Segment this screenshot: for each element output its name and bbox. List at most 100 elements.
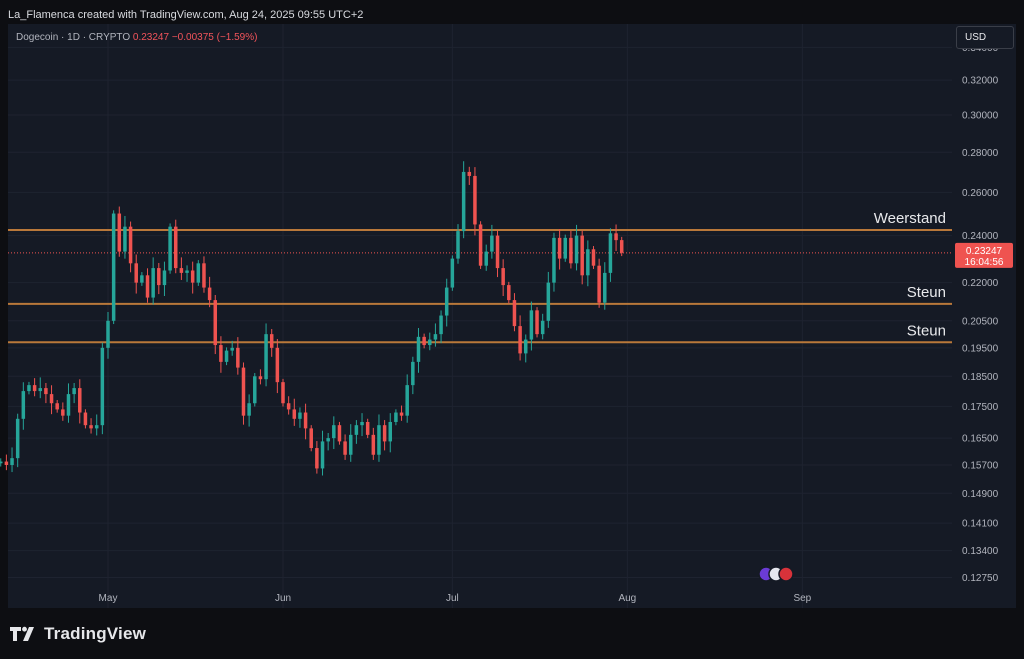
price-tick-label: 0.19500 (962, 343, 999, 354)
candle-body (162, 270, 167, 286)
currency-button[interactable]: USD (956, 26, 1014, 49)
candle-body (168, 226, 172, 271)
grid-lines (8, 24, 952, 608)
candle-body (557, 237, 562, 259)
candle-body (15, 418, 20, 459)
candle-body (433, 334, 438, 340)
time-tick-label: May (99, 593, 118, 604)
candle-body (66, 394, 71, 416)
candle-body (501, 268, 505, 286)
candle-body (111, 213, 116, 321)
time-tick-label: Jul (446, 593, 459, 604)
candle-body (303, 412, 308, 429)
candle-body (236, 347, 240, 368)
candle-body (224, 350, 229, 362)
candle-body (83, 412, 88, 426)
candle-body (360, 421, 364, 426)
time-tick-label: Aug (618, 593, 636, 604)
price-tick-label: 0.16500 (962, 434, 999, 445)
candle-body (411, 361, 415, 386)
candle-body (382, 425, 387, 442)
candle-body (247, 403, 251, 416)
chart-attribution: La_Flamenca created with TradingView.com… (8, 9, 364, 21)
candle-body (128, 226, 133, 264)
candle-body (371, 434, 376, 455)
candle-body (619, 240, 624, 253)
candle-body (394, 412, 398, 422)
candle-body (428, 339, 432, 346)
event-markers-icon[interactable] (758, 566, 794, 582)
last-price-tag-countdown: 16:04:56 (965, 257, 1004, 268)
candle-body (540, 320, 545, 335)
candle-body (337, 425, 342, 442)
candle-body (253, 376, 257, 404)
price-axis: 0.340000.320000.300000.280000.260000.240… (962, 43, 999, 584)
candle-body (518, 326, 522, 354)
level-label: Steun (907, 284, 946, 301)
candle-body (456, 231, 460, 259)
candle-body (196, 263, 201, 283)
candle-body (21, 391, 26, 419)
candle-body (597, 265, 601, 303)
chart-panel[interactable] (8, 24, 1016, 608)
price-tick-label: 0.28000 (962, 148, 999, 159)
candle-body (343, 441, 347, 455)
price-tick-label: 0.15700 (962, 460, 999, 471)
last-price-tag-box (955, 242, 1013, 268)
candle-body (258, 376, 263, 380)
candle-body (202, 263, 206, 288)
last-price-value: 0.23247 (132, 32, 170, 43)
candle-body (450, 258, 455, 288)
candle-body (230, 347, 234, 351)
time-axis: May Jun Jul Aug Sep (99, 593, 812, 604)
candle-body (281, 382, 285, 404)
tradingview-logo-icon (10, 626, 34, 641)
candle-body (117, 213, 122, 252)
price-tick-label: 0.12750 (962, 573, 999, 584)
candle-body (123, 226, 127, 252)
candle-body (552, 237, 556, 283)
candle-body (320, 441, 325, 469)
candle-body (140, 275, 144, 283)
candle-body (512, 300, 517, 327)
candle-body (78, 388, 82, 413)
candle-body (100, 347, 105, 426)
candle-body (292, 409, 297, 419)
price-tick-label: 0.22000 (962, 278, 999, 289)
candle-body (264, 334, 268, 380)
candle-body (603, 272, 607, 303)
candle-body (580, 235, 584, 276)
candle-body (213, 300, 218, 346)
candle-body (444, 287, 449, 316)
symbol-legend[interactable]: Dogecoin · 1D · CRYPTO 0.23247 −0.00375 … (16, 32, 257, 43)
candle-body (507, 285, 511, 301)
candle-body (574, 235, 579, 264)
candle-body (490, 235, 494, 252)
candle-body (55, 403, 59, 410)
candle-body (546, 282, 551, 321)
candle-body (529, 310, 534, 340)
candle-body (309, 428, 313, 449)
candle-body (467, 171, 472, 176)
price-tick-label: 0.18500 (962, 372, 999, 383)
candle-body (44, 388, 48, 395)
candle-body (332, 425, 336, 439)
price-tick-label: 0.32000 (962, 76, 999, 87)
candle-body (275, 347, 280, 383)
candle-body (377, 425, 381, 455)
candle-body (586, 249, 590, 276)
candle-body (354, 425, 359, 435)
candle-body (495, 235, 500, 269)
price-tick-label: 0.13400 (962, 546, 999, 557)
candle-body (32, 385, 37, 392)
price-tick-label: 0.26000 (962, 188, 999, 199)
candle-body (399, 412, 404, 416)
candle-body (484, 251, 488, 266)
candle-body (315, 448, 319, 469)
candle-body (185, 270, 189, 273)
candle-body (388, 421, 393, 442)
candle-body (4, 461, 9, 465)
candle-body (151, 268, 155, 298)
